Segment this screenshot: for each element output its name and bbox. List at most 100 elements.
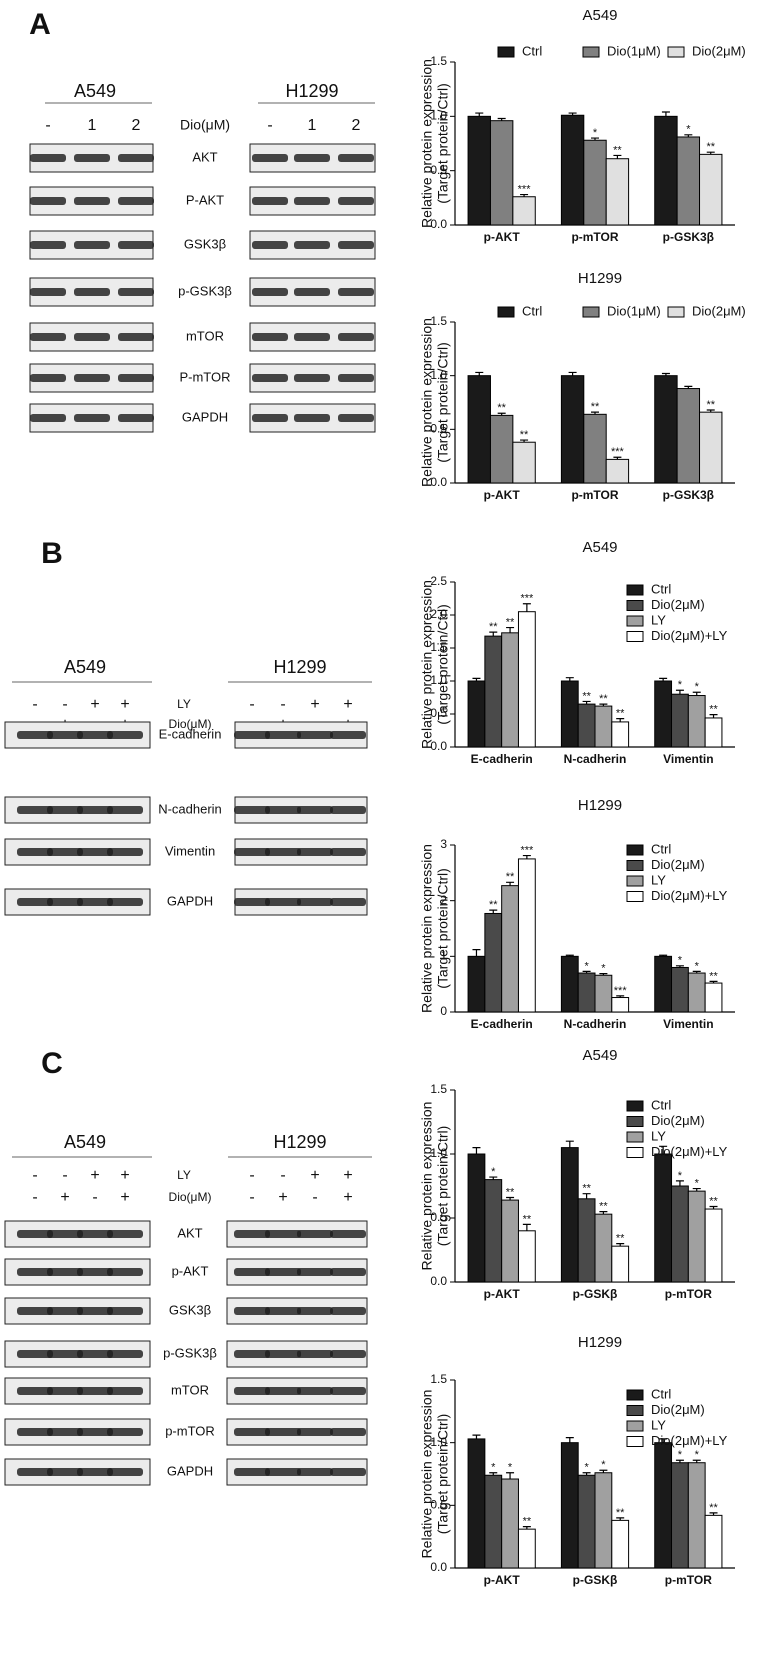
blot-band [107, 1350, 143, 1358]
lane-label: + [343, 696, 352, 713]
blot-band [297, 731, 333, 739]
protein-label: mTOR [171, 1382, 209, 1397]
x-tick-label: E-cadherin [471, 1017, 533, 1031]
y-axis-label: (Target protein/Ctrl) [435, 83, 451, 204]
chart-title: H1299 [578, 270, 622, 287]
significance-label: * [584, 1462, 589, 1474]
lane-label: + [120, 1189, 129, 1206]
error-bar [568, 112, 577, 116]
y-tick-label: 0 [440, 1004, 447, 1018]
error-bar [692, 1187, 701, 1192]
blot-band [297, 1468, 333, 1476]
blot-band [17, 731, 53, 739]
blot-band [265, 731, 301, 739]
protein-label: p-mTOR [165, 1423, 215, 1438]
bar [676, 388, 701, 484]
bar [467, 375, 491, 484]
bar [484, 635, 503, 748]
cell-line-label: H1299 [285, 81, 338, 101]
error-bar [506, 1196, 515, 1201]
y-tick-label: 1.5 [430, 1082, 447, 1096]
lane-label: + [310, 696, 319, 713]
blot-band [74, 333, 110, 341]
error-bar [599, 1211, 608, 1215]
significance-label: ** [582, 690, 591, 702]
lane-label: - [249, 696, 254, 713]
blot-band [252, 241, 288, 249]
x-tick-label: p-AKT [484, 488, 521, 502]
significance-label: * [678, 679, 683, 691]
bar [577, 1198, 596, 1283]
lane-label: - [280, 696, 285, 713]
blot-band [297, 806, 333, 814]
significance-label: ** [523, 1213, 532, 1225]
blot-band [30, 374, 66, 382]
blot-band [30, 241, 66, 249]
significance-label: *** [614, 985, 628, 997]
protein-label: E-cadherin [159, 726, 222, 741]
error-bar [582, 970, 591, 974]
legend-label: Dio(2μM) [651, 857, 705, 872]
bar [560, 680, 579, 748]
significance-label: *** [520, 593, 534, 605]
panel-letter: B [41, 537, 63, 570]
blot-band [265, 898, 301, 906]
y-tick-label: 1 [440, 949, 447, 963]
blot-band [234, 806, 270, 814]
bar [517, 1230, 536, 1283]
blot-band [118, 288, 154, 296]
y-axis-label: (Target protein/Ctrl) [435, 868, 451, 989]
protein-label: GAPDH [167, 1463, 213, 1478]
y-tick-label: 0.5 [430, 1210, 447, 1224]
blot-band [17, 1350, 53, 1358]
blot-band [252, 333, 288, 341]
lane-label: + [90, 1167, 99, 1184]
y-tick-label: 2 [440, 893, 447, 907]
bar [484, 912, 503, 1013]
blot-band [265, 1268, 301, 1276]
blot-band [30, 154, 66, 162]
blot-band [74, 197, 110, 205]
chart-title: A549 [582, 1047, 617, 1064]
x-tick-label: p-AKT [484, 1573, 521, 1587]
blot-band [77, 848, 113, 856]
bar [671, 1185, 689, 1283]
significance-label: * [695, 1449, 700, 1461]
cell-line-label: A549 [64, 1132, 106, 1152]
blot-band [338, 197, 374, 205]
legend-label: Dio(1μM) [607, 43, 661, 58]
blot-band [338, 154, 374, 162]
bar [654, 955, 673, 1013]
legend-label: Ctrl [522, 303, 542, 318]
treatment-label: Dio(μM) [169, 1190, 212, 1204]
significance-label: ** [599, 1201, 608, 1213]
error-bar [661, 111, 670, 117]
blot-band [17, 1428, 53, 1436]
error-bar [709, 1205, 718, 1210]
legend-label: Dio(2μM)+LY [651, 1144, 728, 1159]
error-bar [475, 112, 484, 117]
error-bar [613, 456, 622, 460]
blot-band [338, 374, 374, 382]
blot-band [74, 241, 110, 249]
bar [467, 955, 486, 1013]
bar [594, 1213, 613, 1283]
protein-label: GSK3β [184, 236, 226, 251]
blot-band [297, 848, 333, 856]
error-bar [472, 949, 481, 957]
error-bar [675, 689, 684, 695]
lane-label: - [62, 696, 67, 713]
blot-band [297, 1350, 333, 1358]
x-tick-label: p-GSK3β [663, 488, 714, 502]
bar [577, 703, 596, 748]
chart-title: A549 [582, 539, 617, 556]
error-bar [659, 954, 668, 957]
bar [501, 632, 519, 748]
legend-swatch [626, 615, 644, 627]
error-bar [489, 909, 498, 914]
x-tick-label: p-GSK3β [663, 230, 714, 244]
blot-band [30, 333, 66, 341]
protein-label: N-cadherin [158, 801, 222, 816]
bar [654, 115, 678, 226]
lane-label: - [92, 1189, 97, 1206]
